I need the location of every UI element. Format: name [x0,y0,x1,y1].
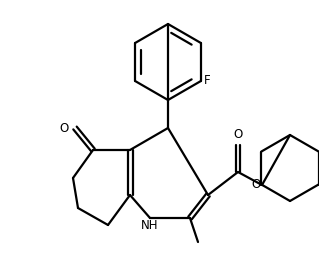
Text: NH: NH [141,219,159,232]
Text: F: F [204,75,211,87]
Text: O: O [60,122,69,134]
Text: O: O [252,179,261,191]
Text: O: O [234,128,243,141]
